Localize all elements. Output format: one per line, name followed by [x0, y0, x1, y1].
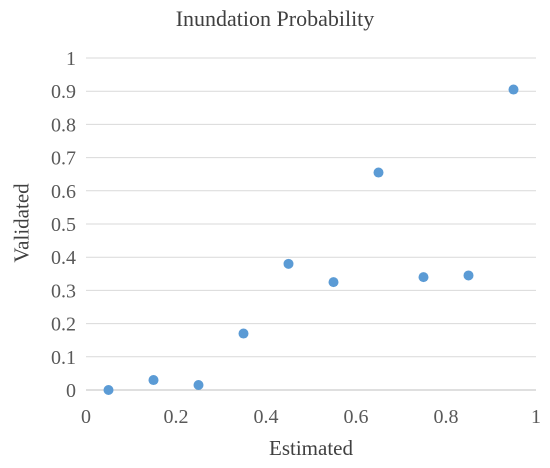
x-axis-label: Estimated — [269, 436, 353, 460]
data-point — [283, 258, 294, 269]
x-tick-label: 0.2 — [164, 406, 189, 428]
data-point — [463, 270, 474, 281]
x-tick-label: 0.6 — [344, 406, 369, 428]
y-tick-label: 0 — [66, 380, 76, 402]
y-tick-label: 0.7 — [51, 148, 76, 170]
y-tick-label: 0.9 — [51, 81, 76, 103]
grid-lines — [86, 57, 536, 391]
data-point — [238, 328, 249, 339]
data-point — [148, 375, 159, 386]
y-axis-label: Validated — [9, 183, 34, 263]
x-axis-ticks: 0 0.2 0.4 0.6 0.8 1 — [81, 406, 541, 428]
y-tick-label: 0.3 — [51, 280, 76, 302]
x-tick-label: 0.4 — [254, 406, 279, 428]
x-tick-label: 1 — [531, 406, 541, 428]
y-tick-label: 0.5 — [51, 214, 76, 236]
x-tick-label: 0.8 — [434, 406, 459, 428]
data-point — [193, 380, 204, 391]
data-point — [373, 167, 384, 178]
x-tick-label: 0 — [81, 406, 91, 428]
y-tick-label: 0.2 — [51, 314, 76, 336]
y-tick-label: 0.8 — [51, 114, 76, 136]
y-tick-label: 0.4 — [51, 247, 76, 269]
data-point — [328, 277, 339, 288]
y-axis-ticks: 0 0.1 0.2 0.3 0.4 0.5 0.6 0.7 0.8 0.9 1 — [51, 48, 76, 402]
data-point — [508, 84, 519, 95]
data-point — [103, 385, 114, 395]
chart-title: Inundation Probability — [175, 6, 375, 31]
y-tick-label: 1 — [66, 48, 76, 70]
y-tick-label: 0.6 — [51, 181, 76, 203]
data-points — [103, 84, 519, 395]
data-point — [418, 272, 429, 283]
y-tick-label: 0.1 — [51, 347, 76, 369]
